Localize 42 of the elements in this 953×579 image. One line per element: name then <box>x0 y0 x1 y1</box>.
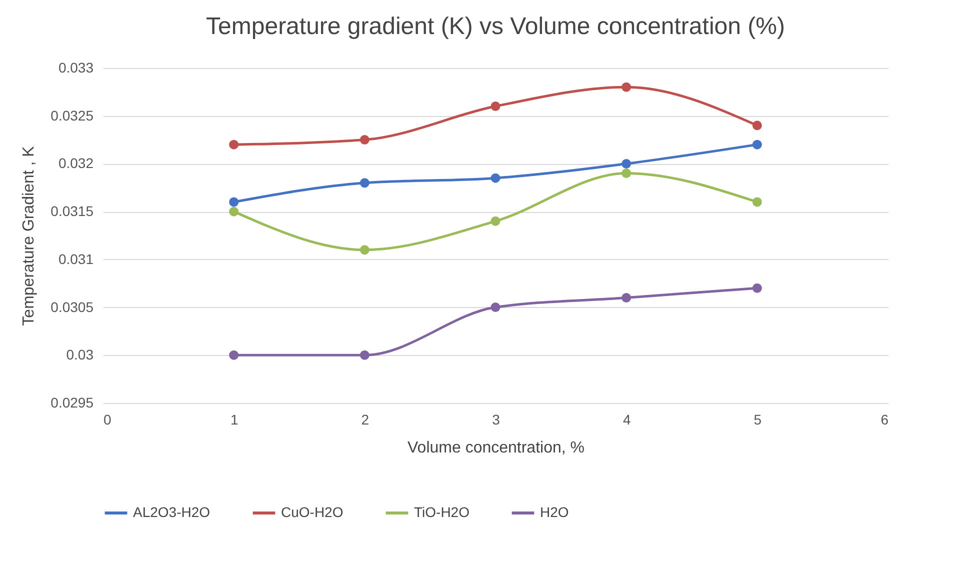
legend-label: AL2O3-H2O <box>133 504 210 520</box>
legend-label: H2O <box>540 504 569 520</box>
point <box>229 350 239 360</box>
point <box>752 120 762 130</box>
point <box>360 350 370 360</box>
y-tick-label: 0.0305 <box>50 298 94 315</box>
point <box>622 82 632 92</box>
x-tick-label: 6 <box>880 412 889 428</box>
point <box>752 283 762 293</box>
y-tick-label: 0.033 <box>58 60 94 76</box>
y-tick-label: 0.032 <box>58 155 94 172</box>
y-tick-label: 0.03 <box>66 346 94 363</box>
chart-title: Temperature gradient (K) vs Volume concentration (%) <box>206 13 785 40</box>
y-tick-label: 0.0295 <box>50 394 94 410</box>
point <box>229 206 239 216</box>
point <box>752 197 762 207</box>
point <box>229 197 239 207</box>
x-axis-title: Volume concentration, % <box>408 440 584 456</box>
point <box>490 102 500 112</box>
point <box>360 245 370 255</box>
y-tick-label: 0.0315 <box>50 203 94 220</box>
x-tick-label: 2 <box>361 412 370 428</box>
point <box>752 140 762 150</box>
x-tick-label: 3 <box>492 412 500 428</box>
point <box>490 216 500 226</box>
y-axis-title: Temperature Gradient , K <box>20 146 38 326</box>
y-tick-label: 0.031 <box>58 250 94 267</box>
x-tick-label: 1 <box>230 412 238 428</box>
legend-label: CuO-H2O <box>281 504 344 520</box>
point <box>622 158 632 168</box>
x-tick-label: 5 <box>754 412 762 428</box>
point <box>229 140 239 150</box>
x-tick-label: 4 <box>622 412 631 428</box>
point <box>622 168 632 178</box>
point <box>360 178 370 188</box>
y-tick-label: 0.0325 <box>50 107 94 124</box>
point <box>490 173 500 183</box>
point <box>622 292 632 302</box>
x-tick-label: 0 <box>104 412 112 428</box>
point <box>360 135 370 145</box>
point <box>490 302 500 312</box>
legend-label: TiO-H2O <box>414 504 470 520</box>
